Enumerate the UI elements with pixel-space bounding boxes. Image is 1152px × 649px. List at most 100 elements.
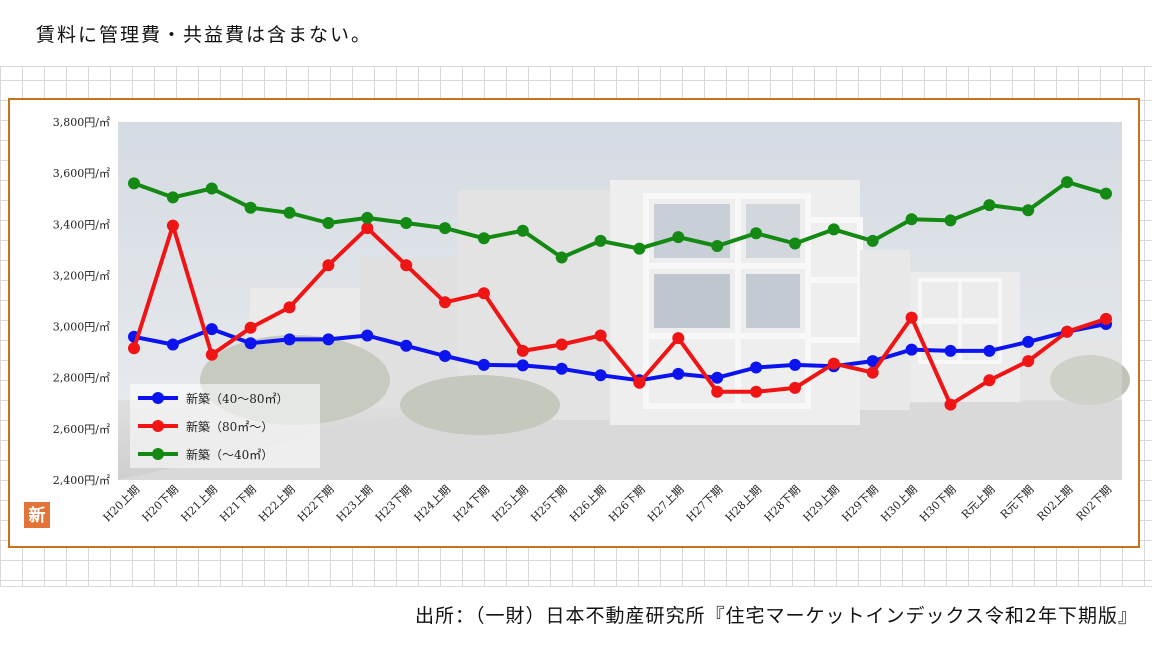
x-tick-label: H23下期 xyxy=(373,483,414,524)
data-point xyxy=(711,240,724,252)
data-point xyxy=(477,358,490,371)
data-point xyxy=(283,206,296,219)
data-point xyxy=(400,259,413,272)
data-point xyxy=(205,348,218,361)
series-line xyxy=(133,322,1107,383)
data-point xyxy=(1022,204,1035,217)
data-point xyxy=(322,259,335,272)
data-point xyxy=(866,366,879,379)
rent-line-chart: 2,400円/㎡ 2,600円/㎡ 2,800円/㎡ 3,000円/㎡ 3,200円/㎡… xyxy=(24,116,1130,528)
new-badge-label: 新 xyxy=(29,505,46,526)
legend-swatch-marker xyxy=(152,448,164,460)
legend-label: 新築（40～80㎡） xyxy=(186,391,289,406)
data-point xyxy=(672,231,685,244)
data-point xyxy=(244,201,257,214)
data-point xyxy=(1100,187,1112,200)
data-point xyxy=(944,398,957,411)
series-layer xyxy=(128,176,1112,411)
x-tick-label: H20上期 xyxy=(101,483,142,524)
data-point xyxy=(750,361,763,374)
data-point xyxy=(827,357,840,370)
data-point xyxy=(555,338,568,351)
data-point xyxy=(555,362,568,375)
data-point xyxy=(672,367,685,380)
data-point xyxy=(283,301,296,314)
x-tick-label: H27上期 xyxy=(645,483,686,524)
new-badge: 新 xyxy=(24,502,50,528)
x-tick-label: H22上期 xyxy=(256,483,297,524)
data-point xyxy=(905,311,918,324)
data-point xyxy=(1100,312,1112,325)
x-tick-label: H29下期 xyxy=(839,483,880,524)
data-point xyxy=(633,376,646,389)
data-point xyxy=(516,344,529,357)
note-bar: 賃料に管理費・共益費は含まない。 xyxy=(0,0,1152,67)
x-tick-label: H25上期 xyxy=(489,483,530,524)
data-point xyxy=(244,337,257,350)
x-tick-label: H26下期 xyxy=(606,483,647,524)
data-point xyxy=(1022,335,1035,348)
data-point xyxy=(789,358,801,371)
y-tick-label: 3,800円/㎡ xyxy=(53,116,110,129)
x-tick-label: H23上期 xyxy=(334,483,375,524)
x-tick-label: H24上期 xyxy=(412,483,453,524)
x-tick-label: H24下期 xyxy=(451,483,492,524)
source-bar: 出所：（一財）日本不動産研究所『住宅マーケットインデックス令和2年下期版』 xyxy=(0,586,1152,649)
data-point xyxy=(711,385,724,398)
data-point xyxy=(594,329,607,342)
series-line xyxy=(132,223,1107,407)
data-point xyxy=(477,232,490,245)
legend-swatch-marker xyxy=(152,420,164,432)
data-point xyxy=(439,222,451,235)
y-tick-label: 3,000円/㎡ xyxy=(53,321,110,334)
data-point xyxy=(322,333,335,346)
data-point xyxy=(439,350,451,362)
data-point xyxy=(633,242,646,255)
x-tick-label: H28上期 xyxy=(723,483,764,524)
legend-swatch-marker xyxy=(152,392,164,404)
x-tick-label: H21上期 xyxy=(178,483,219,524)
data-point xyxy=(128,342,140,355)
data-point xyxy=(983,374,996,387)
data-point xyxy=(477,287,490,300)
data-point xyxy=(361,211,374,224)
series-line xyxy=(133,180,1107,260)
y-tick-label: 2,600円/㎡ xyxy=(53,423,110,436)
data-point xyxy=(827,223,840,236)
data-point xyxy=(750,385,763,398)
data-point xyxy=(244,321,257,334)
data-point xyxy=(983,344,996,357)
x-tick-label: R元上期 xyxy=(959,483,997,521)
x-tick-label: H25下期 xyxy=(528,483,569,524)
x-tick-label: H21下期 xyxy=(217,483,258,524)
data-point xyxy=(711,371,724,384)
x-tick-label: R元下期 xyxy=(998,483,1036,521)
building-photo-background xyxy=(118,122,1130,480)
y-tick-label: 3,600円/㎡ xyxy=(53,167,110,180)
x-tick-label: H29上期 xyxy=(801,483,842,524)
x-tick-label: H22下期 xyxy=(295,483,336,524)
y-tick-label: 2,400円/㎡ xyxy=(53,474,110,487)
chart-frame: 2,400円/㎡ 2,600円/㎡ 2,800円/㎡ 3,000円/㎡ 3,200円/㎡… xyxy=(8,98,1140,548)
source-citation: 出所：（一財）日本不動産研究所『住宅マーケットインデックス令和2年下期版』 xyxy=(414,605,1138,627)
data-point xyxy=(983,199,996,212)
data-point xyxy=(205,323,218,336)
y-tick-label: 3,400円/㎡ xyxy=(53,218,110,231)
data-point xyxy=(866,355,879,368)
x-tick-label: H27下期 xyxy=(684,483,725,524)
data-point xyxy=(166,338,179,351)
legend: 新築（40～80㎡） 新築（80㎡～） 新築（～40㎡） xyxy=(130,384,320,468)
data-point xyxy=(439,296,451,309)
data-point xyxy=(166,219,179,232)
data-point xyxy=(750,227,763,240)
data-point xyxy=(905,213,918,226)
data-point xyxy=(322,217,335,229)
data-point xyxy=(672,332,685,345)
y-axis: 2,400円/㎡ 2,600円/㎡ 2,800円/㎡ 3,000円/㎡ 3,200円/㎡… xyxy=(53,116,110,487)
data-point xyxy=(944,344,957,357)
data-point xyxy=(166,191,179,204)
x-tick-label: R02上期 xyxy=(1035,483,1076,524)
y-tick-label: 3,200円/㎡ xyxy=(53,269,110,282)
data-point xyxy=(516,359,529,372)
x-axis: H20上期H20下期H21上期H21下期H22上期H22下期H23上期H23下期… xyxy=(101,483,1114,524)
